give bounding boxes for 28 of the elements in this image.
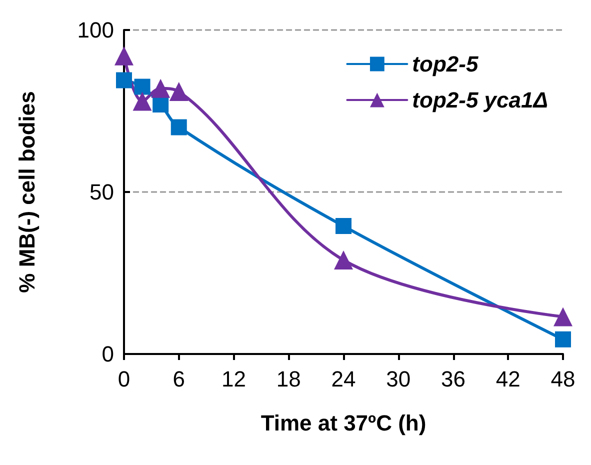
point [152,96,169,113]
point [132,92,152,111]
y-tick-label: 0 [102,342,114,366]
x-tick-label: 36 [441,366,466,392]
x-tick-label: 0 [118,366,130,392]
point [134,78,150,95]
y-tick-label: 50 [90,180,114,204]
y-tick-label: 100 [77,18,114,42]
point [169,82,188,102]
point [334,250,353,270]
point [151,78,170,98]
point [336,218,352,234]
legend-label: top2-5 yca1Δ [412,88,548,112]
point [116,72,132,88]
legend-label: top2-5 [412,52,479,76]
x-tick-label: 30 [386,366,411,392]
x-tick-label: 12 [222,366,246,392]
x-tick-label: 48 [550,366,576,392]
x-tick-label: 18 [276,366,301,392]
point [170,119,187,136]
y-axis-title: % MB(-) cell bodies [14,91,40,293]
point [114,46,134,66]
x-tick-label: 42 [496,366,520,392]
x-axis-title: Time at 37ºC (h) [260,410,426,436]
point [554,307,572,326]
x-tick-label: 6 [172,366,185,392]
x-tick-label: 24 [331,366,356,392]
point [555,331,571,348]
